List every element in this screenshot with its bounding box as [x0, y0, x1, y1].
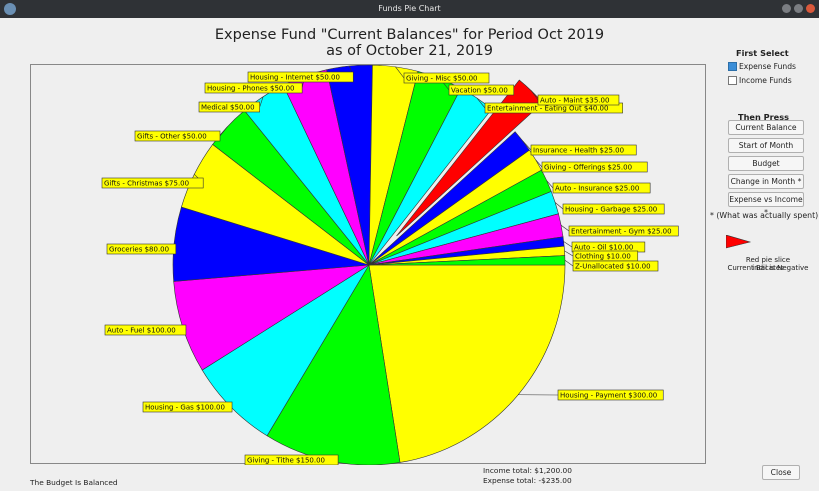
maximize-icon[interactable] [794, 4, 803, 13]
chart-subtitle: as of October 21, 2019 [326, 43, 493, 59]
slice-label: Housing - Gas $100.00 [145, 404, 225, 412]
slice-label: Housing - Internet $50.00 [250, 74, 340, 82]
slice-label-box [541, 161, 648, 173]
slice-label-box [104, 324, 187, 336]
budget-button[interactable]: Budget [728, 156, 804, 171]
expense-funds-option[interactable]: Expense Funds [728, 62, 796, 71]
slice-label: Giving - Misc $50.00 [406, 75, 478, 83]
label-leader-line [563, 241, 573, 248]
slice-label: Housing - Payment $300.00 [560, 392, 657, 400]
change-in-month-button[interactable]: Change in Month * [728, 174, 804, 189]
minimize-icon[interactable] [782, 4, 791, 13]
close-button[interactable]: Close [762, 465, 800, 480]
slice-label-box [204, 82, 303, 94]
income-total: Income total: $1,200.00 [483, 466, 572, 475]
label-leader-line [564, 250, 574, 257]
slice-label: Housing - Phones $50.00 [207, 85, 294, 93]
slice-label: Auto - Oil $10.00 [574, 244, 633, 252]
label-leader-line [522, 140, 532, 151]
income-funds-option[interactable]: Income Funds [728, 76, 792, 85]
slice-label: Z-Unallocated $10.00 [575, 263, 651, 271]
slice-label-box [557, 389, 664, 401]
expense-funds-label: Expense Funds [739, 62, 796, 71]
window-title: Funds Pie Chart [378, 4, 441, 13]
first-select-heading: First Select [736, 48, 789, 58]
budget-status: The Budget Is Balanced [30, 478, 118, 487]
label-leader-line [564, 260, 574, 267]
slice-label: Groceries $80.00 [109, 246, 169, 254]
slice-label-box [530, 144, 637, 156]
slice-label: Auto - Fuel $100.00 [107, 327, 176, 335]
slice-label-box [568, 225, 679, 237]
slice-label-box [403, 72, 490, 84]
slice-label-box [101, 177, 204, 189]
slice-label-box [106, 243, 177, 255]
slice-label-box [552, 182, 651, 194]
footnote: * (What was actually spent) [710, 211, 819, 220]
label-leader-line [560, 225, 570, 232]
app-icon [4, 3, 16, 15]
slice-label: Gifts - Other $50.00 [137, 133, 207, 141]
then-press-heading: Then Press [738, 112, 789, 122]
slice-label-box [244, 454, 339, 465]
expense-total: Expense total: -$235.00 [483, 476, 572, 485]
slice-label-box [134, 130, 221, 142]
income-funds-label: Income Funds [739, 76, 792, 85]
slice-label: Housing - Garbage $25.00 [565, 206, 657, 214]
slice-label: Vacation $50.00 [451, 87, 508, 95]
slice-label: Giving - Tithe $150.00 [247, 457, 325, 465]
expense-vs-income-button[interactable]: Expense vs Income * [728, 192, 804, 217]
negative-legend-line-2: Current Bal is Negative [727, 264, 809, 272]
label-leader-line [395, 66, 405, 79]
slice-label-box [247, 71, 354, 83]
slice-label-box [448, 84, 515, 96]
label-leader-line [535, 159, 543, 168]
label-leader-line [219, 126, 228, 137]
label-leader-line [476, 97, 486, 109]
slice-label: Entertainment - Gym $25.00 [571, 228, 672, 236]
slice-label-box [537, 94, 620, 106]
red-slice-legend-icon [726, 235, 752, 249]
current-balance-button[interactable]: Current Balance [728, 120, 804, 135]
label-leader-line [546, 180, 554, 189]
label-leader-line [531, 90, 539, 101]
pie-chart: Housing - Payment $300.00 Giving - Tithe … [101, 65, 679, 465]
slice-label: Auto - Maint $35.00 [540, 97, 609, 105]
slice-label: Giving - Offerings $25.00 [544, 164, 632, 172]
negative-legend-line-1: Red pie slice indicates [745, 256, 791, 272]
slice-label-box [562, 203, 665, 215]
pie-slice [368, 255, 566, 266]
slice-label: Auto - Insurance $25.00 [555, 185, 639, 193]
slice-label: Medical $50.00 [201, 104, 255, 112]
label-leader-line [555, 202, 564, 210]
slice-label: Clothing $10.00 [575, 253, 631, 261]
pie-chart-area: Housing - Payment $300.00 Giving - Tithe … [30, 64, 706, 465]
slice-label: Entertainment - Eating Out $40.00 [487, 105, 608, 113]
close-window-icon[interactable] [806, 4, 815, 13]
slice-label-box [198, 101, 261, 113]
start-of-month-button[interactable]: Start of Month [728, 138, 804, 153]
title-bar: Funds Pie Chart [0, 0, 819, 18]
slice-label-box [142, 401, 233, 413]
chart-title: Expense Fund "Current Balances" for Peri… [214, 27, 605, 43]
window-controls [782, 4, 815, 13]
expense-funds-checkbox[interactable] [728, 62, 737, 71]
income-funds-checkbox[interactable] [728, 76, 737, 85]
label-leader-line [259, 96, 264, 108]
slice-label: Gifts - Christmas $75.00 [104, 180, 189, 188]
slice-label-box [572, 260, 659, 272]
slice-label: Insurance - Health $25.00 [533, 147, 624, 155]
pie-slice [368, 264, 566, 463]
